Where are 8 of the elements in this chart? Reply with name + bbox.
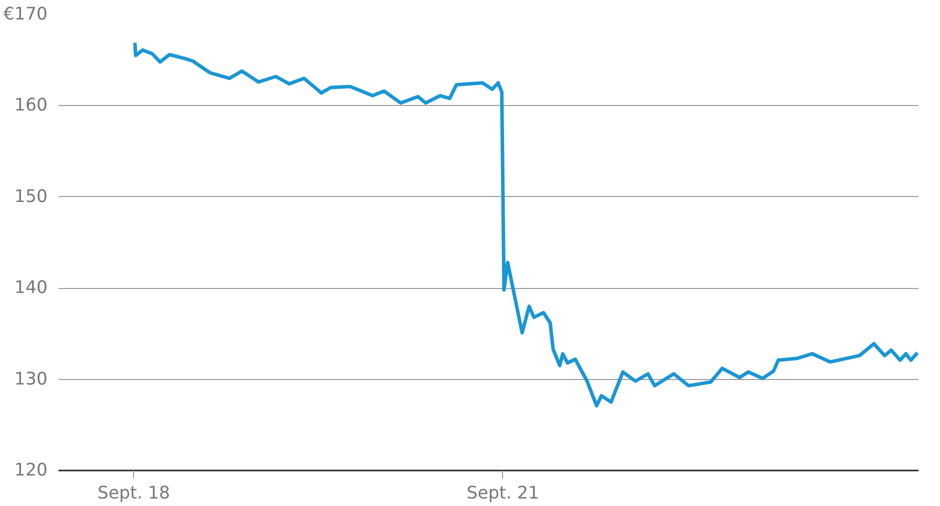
- y-tick-label: 140: [14, 278, 48, 298]
- x-tick-label: Sept. 18: [98, 484, 170, 504]
- x-tick-label: Sept. 21: [466, 484, 540, 504]
- y-tick-label: 120: [14, 460, 48, 480]
- y-tick-label: €170: [3, 4, 48, 24]
- y-tick-label: 130: [14, 369, 48, 390]
- y-tick-label: 150: [14, 186, 48, 207]
- y-tick-label: 160: [14, 96, 48, 116]
